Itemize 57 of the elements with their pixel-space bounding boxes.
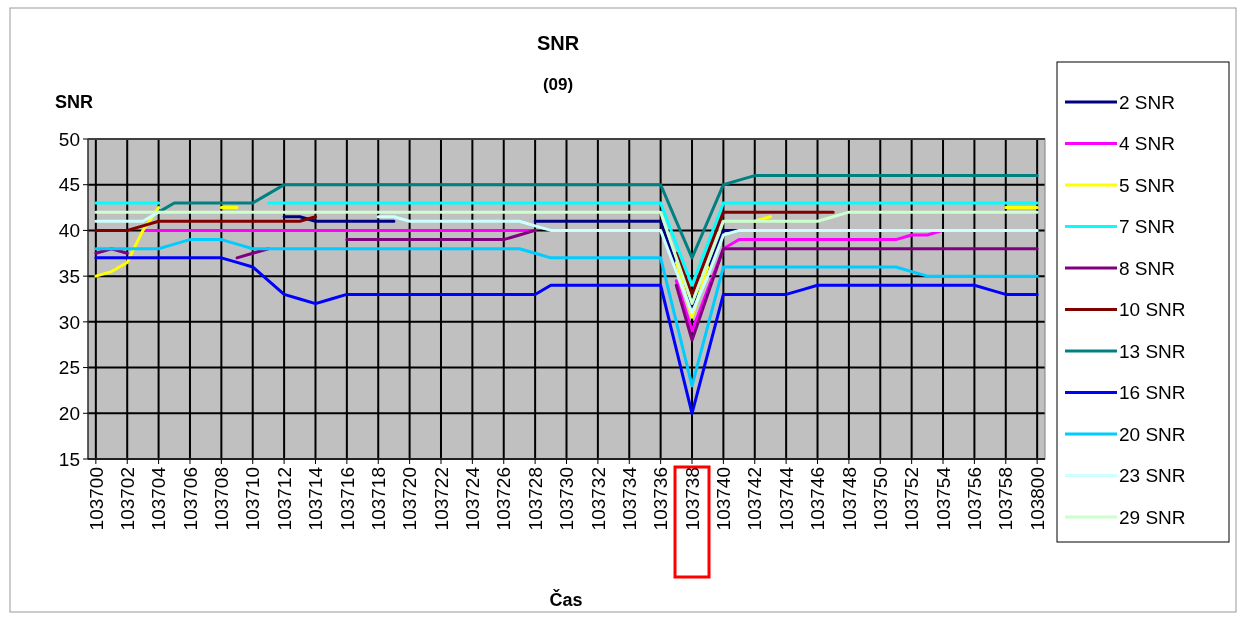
x-tick-label: 103738 bbox=[681, 467, 703, 531]
x-tick-label: 103800 bbox=[1026, 467, 1048, 531]
x-tick-label: 103756 bbox=[964, 467, 986, 531]
x-tick-label: 103722 bbox=[430, 467, 452, 531]
line-series bbox=[157, 174, 1039, 260]
x-tick-label: 103728 bbox=[524, 467, 546, 531]
x-tick-label: 103730 bbox=[556, 467, 578, 531]
x-tick-label: 103718 bbox=[367, 467, 389, 531]
chart-subtitle: (09) bbox=[542, 75, 574, 94]
legend-label: 8 SNR bbox=[1119, 257, 1175, 279]
legend-label: 4 SNR bbox=[1119, 133, 1175, 155]
x-tick-label: 103726 bbox=[493, 467, 515, 531]
legend-label: 7 SNR bbox=[1119, 216, 1175, 238]
x-tick-label: 103746 bbox=[807, 467, 829, 531]
legend-label: 13 SNR bbox=[1119, 340, 1186, 362]
y-tick-label: 15 bbox=[58, 448, 80, 470]
legend-label: 2 SNR bbox=[1119, 91, 1175, 113]
legend-label: 10 SNR bbox=[1119, 299, 1186, 321]
x-tick-label: 103702 bbox=[116, 467, 138, 531]
x-tick-label: 103704 bbox=[148, 466, 170, 531]
x-tick-label: 103752 bbox=[901, 467, 923, 531]
y-tick-label: 35 bbox=[58, 265, 80, 287]
x-tick-label: 103720 bbox=[399, 467, 421, 531]
x-tick-label: 103710 bbox=[242, 467, 264, 531]
chart-title: SNR bbox=[536, 32, 580, 54]
x-tick-label: 103750 bbox=[869, 467, 891, 531]
x-tick-label: 103712 bbox=[273, 467, 295, 531]
x-axis-title: Čas bbox=[549, 589, 583, 610]
y-axis-title: SNR bbox=[54, 92, 94, 112]
x-tick-label: 103724 bbox=[462, 466, 484, 531]
x-tick-label: 103714 bbox=[305, 466, 327, 531]
y-tick-label: 45 bbox=[58, 174, 80, 196]
x-tick-label: 103758 bbox=[995, 467, 1017, 531]
x-tick-label: 103736 bbox=[650, 467, 672, 531]
line-series bbox=[94, 238, 1039, 388]
x-tick-label: 103708 bbox=[211, 467, 232, 531]
y-tick-label: 25 bbox=[58, 357, 80, 379]
legend-label: 29 SNR bbox=[1119, 506, 1186, 528]
legend-label: 5 SNR bbox=[1119, 174, 1175, 196]
x-tick-label: 103734 bbox=[618, 466, 640, 531]
x-tick-label: 103740 bbox=[713, 467, 735, 531]
y-tick-label: 30 bbox=[58, 311, 80, 333]
y-tick-label: 40 bbox=[58, 220, 80, 242]
y-tick-label: 50 bbox=[58, 128, 80, 150]
x-tick-label: 103748 bbox=[838, 467, 860, 531]
legend-label: 23 SNR bbox=[1119, 465, 1186, 487]
x-tick-label: 103706 bbox=[179, 467, 201, 531]
x-tick-label: 103742 bbox=[744, 467, 766, 531]
y-tick-label: 20 bbox=[58, 402, 80, 424]
x-tick-label: 103754 bbox=[932, 466, 954, 531]
legend-label: 16 SNR bbox=[1119, 382, 1186, 404]
x-tick-label: 103744 bbox=[775, 466, 797, 531]
legend-label: 20 SNR bbox=[1119, 423, 1186, 445]
x-tick-label: 103700 bbox=[85, 467, 107, 531]
line-series bbox=[94, 256, 1039, 415]
x-tick-label: 103732 bbox=[587, 467, 609, 531]
x-tick-label: 103716 bbox=[336, 467, 358, 531]
